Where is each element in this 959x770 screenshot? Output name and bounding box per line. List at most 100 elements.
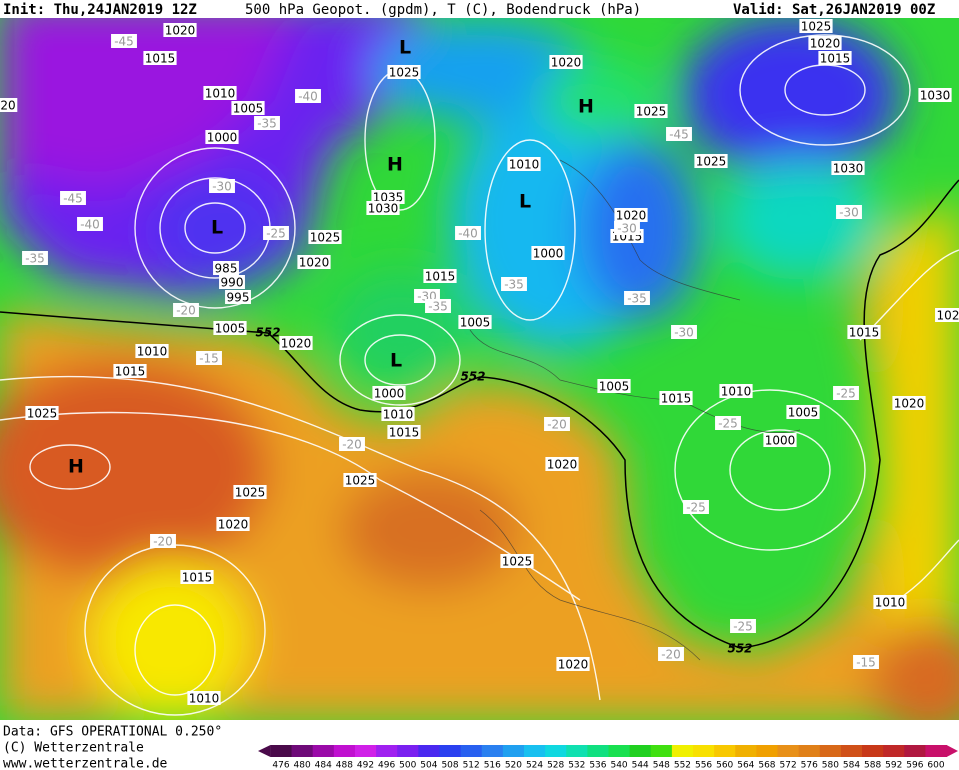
isobar-label-box xyxy=(847,325,881,339)
pressure-center: L xyxy=(390,350,402,372)
temperature-label-box xyxy=(60,191,86,205)
isobar-label: 1005 xyxy=(788,406,819,420)
isobar-label: 1000 xyxy=(207,131,238,145)
isobar-label: 1000 xyxy=(765,434,796,448)
temperature-label-box xyxy=(173,303,199,317)
temperature-label-box xyxy=(339,437,365,451)
temperature-label-box xyxy=(263,226,289,240)
isobar-label: 1020 xyxy=(558,658,589,672)
isobar-label-box xyxy=(366,201,400,215)
isobar-label: 985 xyxy=(215,262,238,276)
isobar-label: 1010 xyxy=(509,158,540,172)
valid-time: Valid: Sat,26JAN2019 00Z xyxy=(733,2,935,18)
isobar-label: 1025 xyxy=(389,66,420,80)
isobar-label-box xyxy=(219,275,245,289)
isobar-label-box xyxy=(892,396,926,410)
isobar-label: 1020 xyxy=(810,37,841,51)
isobar-label-box xyxy=(387,65,421,79)
colorbar: 476 480 484 488 492 496 500 504 508 512 516 520 524 5… xyxy=(258,745,958,770)
colorbar-arrow xyxy=(946,745,958,757)
temperature-label-box xyxy=(614,221,640,235)
colorbar-cell xyxy=(925,745,948,757)
isobar-label: 1015 xyxy=(849,326,880,340)
website: www.wetterzentrale.de xyxy=(3,757,168,770)
colorbar-tick-label: 552 xyxy=(674,761,691,770)
temperature-label: -35 xyxy=(257,117,277,131)
temperature-label: -25 xyxy=(733,620,753,634)
isobar-label: 1010 xyxy=(205,87,236,101)
colorbar-cell xyxy=(333,745,356,757)
pressure-center: H xyxy=(68,456,84,478)
isobar-label-box xyxy=(233,485,267,499)
isobar-label: 995 xyxy=(227,291,250,305)
colorbar-tick-label: 524 xyxy=(526,761,543,770)
temperature-label-box xyxy=(715,416,741,430)
isobar-label-box xyxy=(719,384,753,398)
temperature-label: -20 xyxy=(661,648,681,662)
isobar-label: 1005 xyxy=(460,316,491,330)
colorbar-cell xyxy=(439,745,462,757)
isobar-label: 1025 xyxy=(502,555,533,569)
temperature-label: -35 xyxy=(25,252,45,266)
colorbar-cell xyxy=(481,745,504,757)
colorbar-tick-label: 596 xyxy=(906,761,923,770)
pressure-center: L xyxy=(519,191,531,213)
colorbar-tick-label: 576 xyxy=(801,761,818,770)
colorbar-tick-label: 504 xyxy=(420,761,437,770)
colorbar-cell xyxy=(608,745,631,757)
isobar-label-box xyxy=(205,130,239,144)
colorbar-tick-label: 508 xyxy=(441,761,458,770)
isobar-label-box xyxy=(531,246,565,260)
isobar-label: 1025 xyxy=(801,20,832,34)
isobar-label: 1030 xyxy=(920,89,951,103)
isobar-label: 1025 xyxy=(345,474,376,488)
isobar-label-box xyxy=(203,86,237,100)
isobar-label-box xyxy=(25,406,59,420)
isobar-label-box xyxy=(763,433,797,447)
colorbar-cell xyxy=(291,745,314,757)
isobar-label: 1000 xyxy=(533,247,564,261)
temperature-label: -15 xyxy=(199,352,219,366)
colorbar-tick-label: 592 xyxy=(885,761,902,770)
colorbar-tick-label: 580 xyxy=(822,761,839,770)
contour-label: 552 xyxy=(255,326,280,340)
temperature-label: -35 xyxy=(428,300,448,314)
colorbar-tick-label: 488 xyxy=(336,761,353,770)
isobar-label: 1010 xyxy=(137,345,168,359)
colorbar-cell xyxy=(714,745,736,757)
isobar-label-box xyxy=(163,23,197,37)
colorbar-cell xyxy=(756,745,779,757)
pressure-center: H xyxy=(578,96,594,118)
isobar-label-box xyxy=(180,570,214,584)
temperature-label-box xyxy=(77,217,103,231)
isobar-label-box xyxy=(458,315,492,329)
colorbar-cell xyxy=(735,745,757,757)
colorbar-tick-label: 496 xyxy=(378,761,395,770)
isobar-label-box xyxy=(308,230,342,244)
temperature-label-box xyxy=(624,291,650,305)
isobar-label: 1005 xyxy=(215,322,246,336)
isobar-label-box xyxy=(918,88,952,102)
temperature-label: -45 xyxy=(63,192,83,206)
temperature-label: -20 xyxy=(176,304,196,318)
temperature-label: -45 xyxy=(669,128,689,142)
isobar-label: 1005 xyxy=(599,380,630,394)
isobar-label-box xyxy=(423,269,457,283)
init-time: Init: Thu,24JAN2019 12Z xyxy=(3,2,197,18)
isobar-label-box xyxy=(381,407,415,421)
colorbar-tick-label: 568 xyxy=(758,761,775,770)
isobar-label-box xyxy=(549,55,583,69)
isobar-label: 1015 xyxy=(115,365,146,379)
colorbar-tick-label: 564 xyxy=(737,761,754,770)
colorbar-tick-label: 528 xyxy=(547,761,564,770)
isobar-label: 1015 xyxy=(145,52,176,66)
isobar-label-box xyxy=(216,517,250,531)
isobar-label-box xyxy=(786,405,820,419)
isobar-label: 1010 xyxy=(383,408,414,422)
temperature-label: -25 xyxy=(836,387,856,401)
colorbar-tick-label: 512 xyxy=(463,761,480,770)
temperature-label-box xyxy=(671,325,697,339)
temperature-label-box xyxy=(425,299,451,313)
colorbar-cell xyxy=(587,745,609,757)
